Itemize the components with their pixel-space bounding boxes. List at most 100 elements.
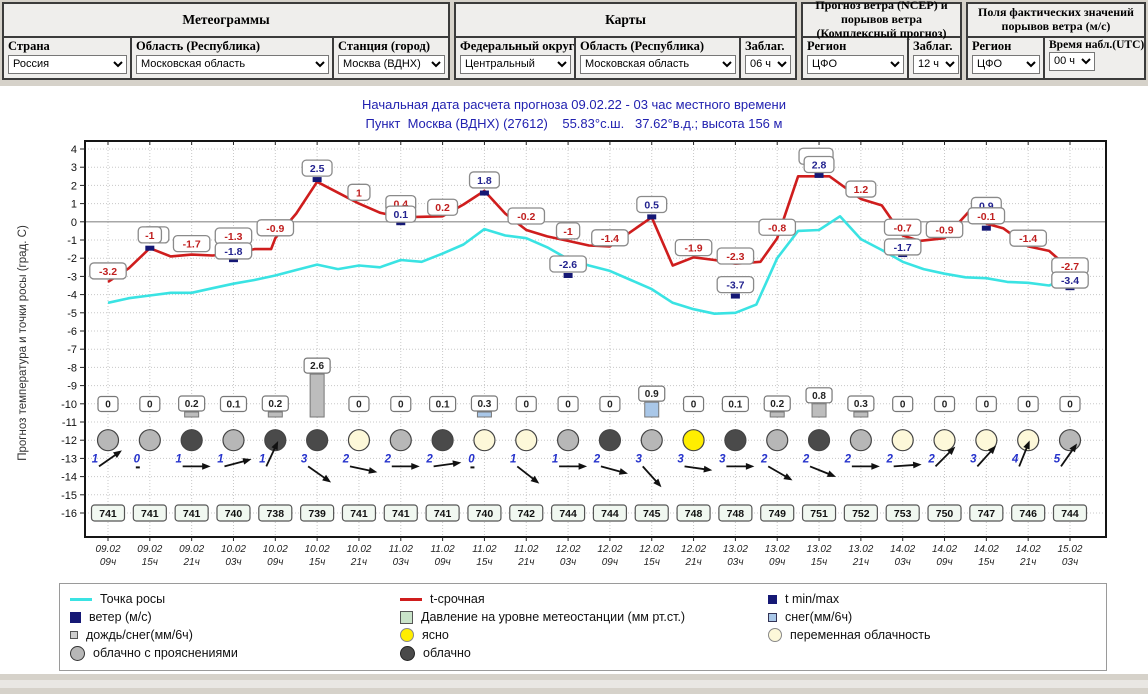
temp-label-box	[674, 238, 713, 257]
precip-value: 0.2	[185, 399, 199, 410]
y-tick-label: -12	[61, 435, 77, 447]
pressure-box	[1011, 504, 1046, 522]
country-select[interactable]: Россия	[8, 54, 127, 74]
x-date-label: 11.02	[514, 544, 539, 555]
tminmax-marker	[312, 177, 322, 183]
oblast-label: Область (Республика)	[136, 39, 261, 53]
precip-value: 0	[398, 400, 404, 411]
pressure-value: 744	[601, 508, 619, 520]
x-hour-label: 15ч	[309, 557, 325, 568]
cloud-icon-dark	[807, 429, 831, 452]
cloud-icon-gray	[1058, 429, 1082, 452]
x-hour-label: 09ч	[602, 557, 618, 568]
pressure-value: 746	[1019, 508, 1037, 520]
precip-label-box	[975, 395, 997, 413]
wind-speed: 4	[1011, 453, 1019, 465]
y-tick-label: -9	[67, 381, 77, 393]
temp-label: -1.7	[183, 239, 201, 251]
y-tick-label: 4	[71, 144, 77, 156]
pressure-box	[1052, 504, 1088, 522]
wind-speed: 3	[719, 453, 726, 465]
temp-label: -1.9	[685, 243, 703, 255]
wind-speed: 0	[468, 453, 475, 465]
panel-meteograms-title: Метеограммы	[4, 4, 448, 38]
oblast-select[interactable]: Московская область	[136, 54, 329, 74]
federal-district-select[interactable]: Центральный	[460, 54, 571, 74]
y-tick-label: 1	[71, 199, 77, 211]
temp-label: -0.2	[517, 211, 535, 223]
gusts-region-select[interactable]: ЦФО	[972, 54, 1040, 74]
y-tick-label: 2	[71, 180, 77, 192]
x-date-label: 11.02	[472, 544, 497, 555]
x-date-label: 13.02	[807, 544, 832, 555]
wind-speed: 3	[677, 453, 684, 465]
sq-green-swatch-icon	[400, 610, 413, 624]
wind-arrow	[516, 465, 540, 484]
x-date-label: 10.02	[221, 544, 246, 555]
gusts-obstime-select[interactable]: 00 ч	[1049, 51, 1095, 71]
pressure-value: 741	[434, 508, 452, 520]
pressure-box	[634, 504, 669, 522]
pressure-value: 751	[810, 508, 828, 520]
x-date-label: 14.02	[1016, 544, 1041, 555]
precip-label-box	[682, 395, 705, 413]
ncep-leadtime-select[interactable]: 12 ч	[913, 54, 959, 74]
pressure-value: 752	[852, 508, 870, 520]
precip-value: 0	[147, 400, 153, 411]
precip-value: 0.1	[436, 400, 450, 411]
sq-gray-sm-swatch-icon	[70, 631, 78, 639]
wind-arrow	[642, 465, 662, 488]
temp-label-box	[716, 275, 755, 294]
temp-label: -1.7	[894, 242, 912, 254]
y-tick-label: -1	[67, 235, 77, 247]
temp-label-box	[803, 155, 835, 174]
temperature-line	[107, 174, 1071, 283]
wind-speed: 1	[552, 453, 558, 465]
precip-value: 2.6	[310, 361, 324, 372]
precip-label-box	[763, 395, 791, 412]
rain-bar	[267, 411, 283, 418]
legend-item: облачно с прояснениями	[70, 644, 400, 662]
station-select[interactable]: Москва (ВДНХ)	[338, 54, 445, 74]
x-hour-label: 09ч	[267, 557, 283, 568]
precip-label-box	[1017, 395, 1039, 413]
pressure-box	[132, 504, 167, 522]
control-bar: Метеограммы Страна Россия Область (Респу…	[2, 0, 1146, 80]
cloud-icon-gray	[96, 429, 120, 452]
cloud-icon-yellow	[682, 429, 705, 452]
pressure-value: 741	[183, 508, 201, 520]
y-tick-label: -11	[62, 417, 77, 429]
temp-label: 2.5	[310, 163, 325, 175]
temp-label-box	[427, 198, 459, 216]
precip-label-box	[429, 395, 457, 413]
precip-label-box	[97, 395, 119, 413]
y-tick-label: -4	[67, 290, 77, 302]
precip-value: 0	[523, 400, 529, 411]
pressure-box	[383, 504, 418, 522]
x-date-label: 13.02	[848, 544, 873, 555]
precip-value: 0	[691, 400, 697, 411]
cloud-icon-cream	[933, 429, 956, 452]
x-hour-label: 03ч	[727, 557, 743, 568]
x-date-label: 15.02	[1057, 544, 1082, 555]
y-tick-label: 0	[71, 217, 77, 229]
pressure-value: 739	[308, 508, 326, 520]
maps-leadtime-select[interactable]: 06 ч	[745, 54, 791, 74]
y-tick-label: -13	[61, 453, 77, 465]
pressure-value: 750	[936, 508, 954, 520]
x-hour-label: 03ч	[393, 557, 409, 568]
ncep-region-select[interactable]: ЦФО	[807, 54, 904, 74]
cloud-icon-dark	[306, 429, 329, 452]
wind-arrow	[809, 465, 837, 477]
tminmax-marker	[479, 190, 489, 196]
maps-oblast-select[interactable]: Московская область	[580, 54, 736, 74]
legend-column: t-срочная Давление на уровне метеостанции…	[400, 590, 768, 662]
x-date-label: 13.02	[723, 544, 748, 555]
federal-district-control: Федеральный округ Центральный	[456, 38, 576, 78]
temp-label-box	[214, 242, 253, 260]
wind-arrow	[224, 458, 252, 468]
panel-meteograms: Метеограммы Страна Россия Область (Респу…	[2, 2, 450, 80]
x-date-label: 09.02	[137, 544, 162, 555]
precip-value: 0	[1025, 400, 1031, 411]
forecast-chart: 43210-1-2-3-4-5-6-7-8-9-10-11-12-13-14-1…	[17, 140, 1107, 568]
